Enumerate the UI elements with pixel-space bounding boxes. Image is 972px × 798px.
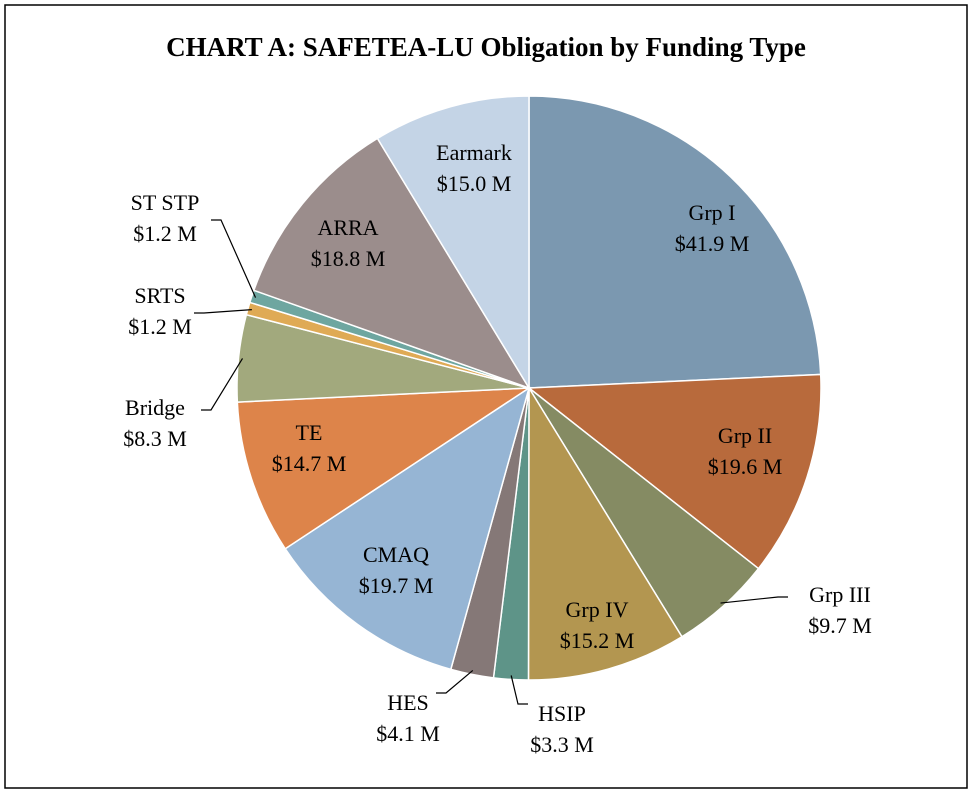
slice-label: Grp IV — [566, 597, 629, 622]
slice-value-label: $19.6 M — [708, 454, 783, 479]
slice-value-label: $15.2 M — [560, 628, 635, 653]
pie-slice — [284, 386, 531, 671]
pie-slice — [526, 373, 822, 570]
slice-label: ARRA — [317, 215, 378, 240]
pie-slice — [252, 137, 531, 390]
pie-slice — [376, 95, 530, 391]
leader-line — [436, 670, 474, 694]
slice-value-label: $14.7 M — [272, 451, 347, 476]
slice-value-label: $19.7 M — [359, 573, 434, 598]
slice-value-label: $1.2 M — [133, 221, 197, 246]
slice-label: TE — [296, 420, 323, 445]
slice-value-label: $1.2 M — [128, 314, 192, 339]
leader-line — [510, 675, 528, 705]
slice-label: Bridge — [125, 395, 185, 420]
slice-label: Earmark — [436, 140, 512, 165]
slice-label: Grp III — [809, 582, 871, 607]
slice-value-label: $8.3 M — [123, 426, 187, 451]
slice-label: SRTS — [134, 283, 185, 308]
pie-slice — [528, 95, 822, 389]
chart-title: CHART A: SAFETEA-LU Obligation by Fundin… — [166, 32, 806, 62]
slice-value-label: $9.7 M — [808, 613, 872, 638]
slice-value-label: $18.8 M — [311, 246, 386, 271]
slice-value-label: $15.0 M — [437, 171, 512, 196]
pie-slice — [236, 387, 532, 550]
pie-slice — [527, 385, 683, 681]
leader-line — [720, 596, 788, 604]
slice-value-label: $3.3 M — [530, 732, 594, 757]
leader-line — [194, 309, 252, 314]
slice-label: CMAQ — [363, 542, 429, 567]
leader-line — [201, 358, 244, 411]
slice-label: Grp I — [688, 200, 735, 225]
slice-label: Grp II — [718, 423, 772, 448]
slice-label: HSIP — [538, 701, 586, 726]
slice-value-label: $41.9 M — [675, 231, 750, 256]
slice-value-label: $4.1 M — [376, 721, 440, 746]
slice-label: ST STP — [131, 190, 200, 215]
slice-label: HES — [387, 690, 429, 715]
leader-line — [211, 219, 257, 298]
